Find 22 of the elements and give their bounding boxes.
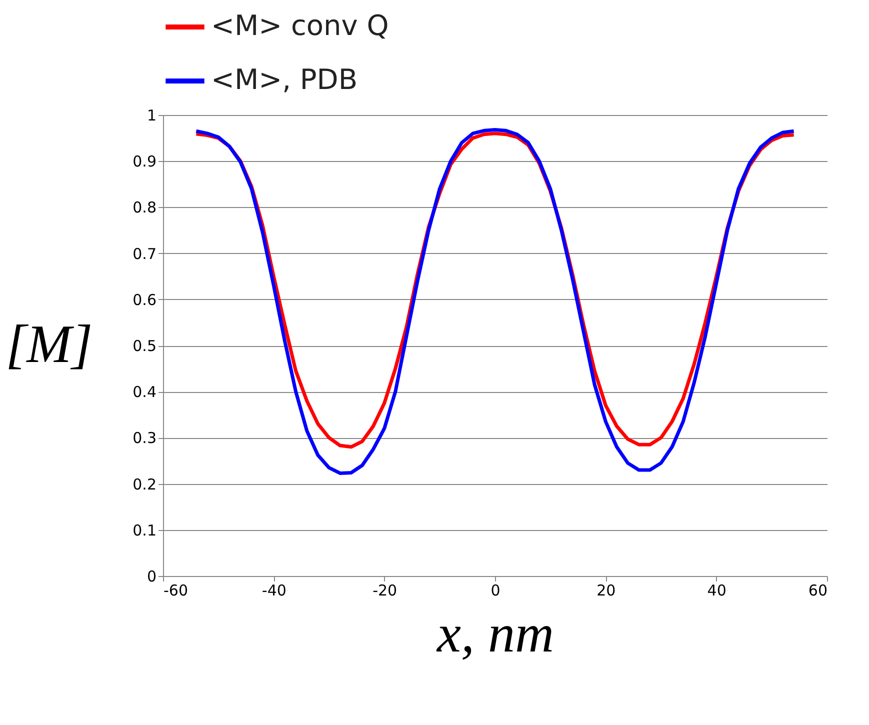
x-axis-title: x, nm bbox=[436, 604, 554, 664]
x-tick-label: -40 bbox=[262, 582, 286, 600]
y-tick-label: 0.2 bbox=[132, 475, 156, 494]
legend-label: <M> conv Q bbox=[211, 9, 389, 42]
y-tick-label: 0.1 bbox=[132, 521, 156, 540]
y-tick-label: 0.4 bbox=[132, 383, 156, 402]
y-tick-label: 0 bbox=[146, 568, 156, 586]
y-tick-label: 0.5 bbox=[132, 337, 156, 355]
x-tick-label: 0 bbox=[490, 582, 500, 600]
y-tick-label: 0.3 bbox=[132, 429, 156, 448]
y-tick-label: 0.9 bbox=[132, 152, 156, 171]
y-tick-label: 0.6 bbox=[132, 290, 156, 309]
y-axis-title: [M] bbox=[6, 314, 93, 374]
y-tick-label: 1 bbox=[146, 106, 156, 124]
x-tick-label: -60 bbox=[164, 582, 188, 600]
x-tick-label: -20 bbox=[372, 582, 398, 600]
x-tick-label: 20 bbox=[596, 582, 616, 600]
y-tick-label: 0.8 bbox=[132, 198, 156, 217]
legend-label: <M>, PDB bbox=[211, 63, 358, 96]
x-tick-label: 40 bbox=[707, 582, 726, 600]
x-tick-label: 60 bbox=[808, 582, 828, 600]
y-tick-label: 0.7 bbox=[132, 244, 156, 263]
